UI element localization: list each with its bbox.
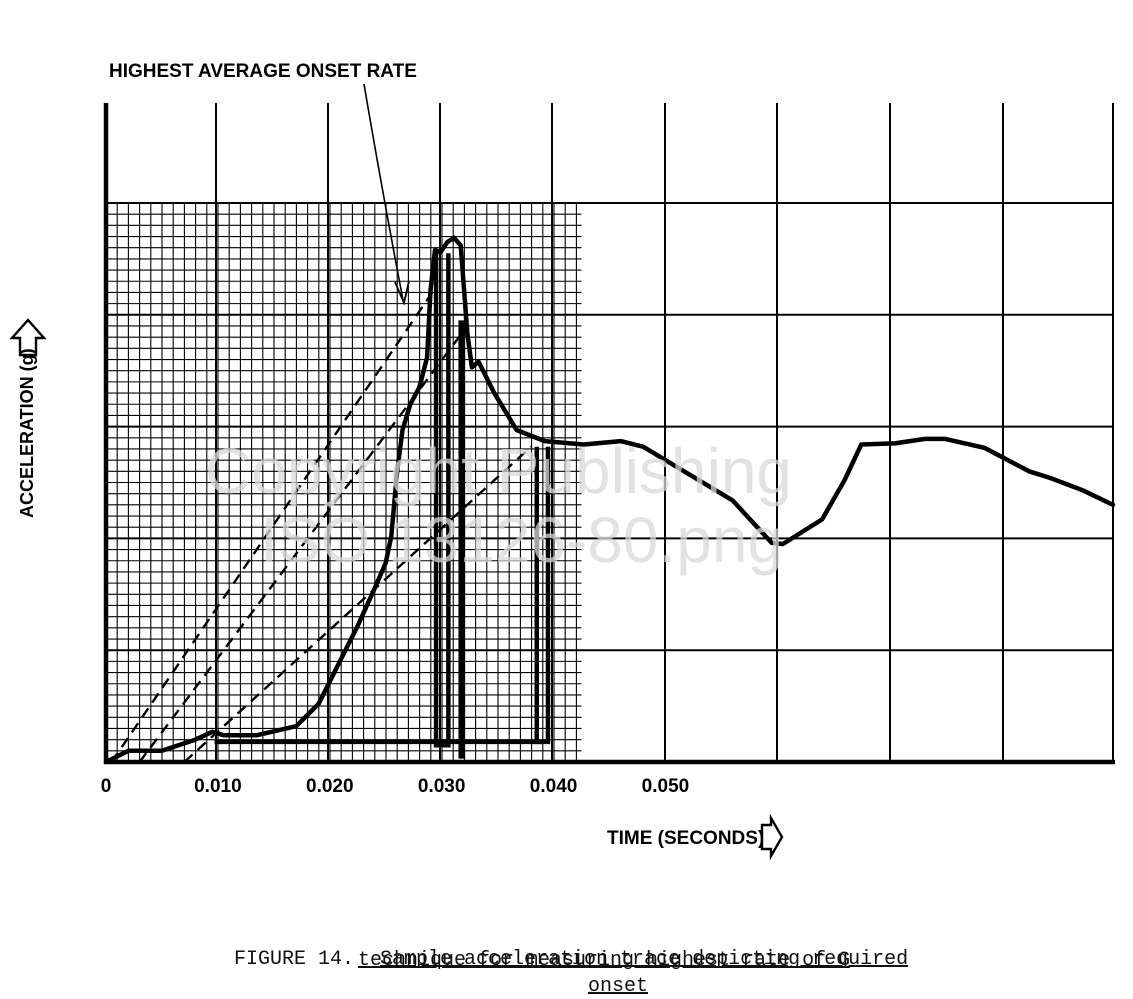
- x-tick-label: 0.040: [530, 776, 578, 797]
- caption-line-1: Sample acceleration trace depicting requ…: [380, 948, 909, 971]
- y-axis-label-group: ACCELERATION (g): [9, 318, 47, 518]
- annotation-leader-line: [363, 83, 404, 301]
- annotation-arrowhead: [394, 280, 410, 306]
- x-axis-label-group: TIME (SECONDS): [607, 813, 784, 861]
- x-tick-labels: 0 0.010 0.020 0.030 0.040 0.050: [101, 776, 690, 797]
- measurement-brackets: [214, 253, 551, 759]
- x-tick-label: 0.030: [418, 776, 466, 797]
- x-tick-label: 0.010: [194, 776, 242, 797]
- acceleration-trace: [103, 235, 1116, 765]
- annotation-label: HIGHEST AVERAGE ONSET RATE: [109, 61, 417, 82]
- x-tick-label: 0.050: [642, 776, 690, 797]
- x-tick-label: 0: [101, 776, 112, 797]
- onset-line-1: [110, 286, 438, 763]
- x-axis-label: TIME (SECONDS): [607, 828, 764, 849]
- bracket-2: [458, 320, 466, 759]
- acceleration-trace-layer: [103, 235, 1116, 765]
- bracket-1: [433, 253, 451, 748]
- caption-line-2: technique for measuring highest rate of …: [358, 949, 851, 972]
- axes: [103, 103, 1115, 765]
- watermark-line-1: Copyright Publishing: [205, 435, 792, 507]
- figure-number: FIGURE 14.: [234, 948, 355, 971]
- coarse-grid: [106, 103, 1114, 763]
- right-arrow-outline-icon: [760, 813, 784, 861]
- up-arrow-outline-icon: [9, 318, 47, 357]
- y-axis-label: ACCELERATION (g): [17, 348, 37, 518]
- onset-line-3: [183, 445, 532, 763]
- caption-line-3: onset: [588, 975, 649, 998]
- x-tick-label: 0.020: [306, 776, 354, 797]
- onset-rate-lines: [110, 286, 532, 763]
- watermark-line-2: ISO 13126-80.png: [260, 504, 783, 576]
